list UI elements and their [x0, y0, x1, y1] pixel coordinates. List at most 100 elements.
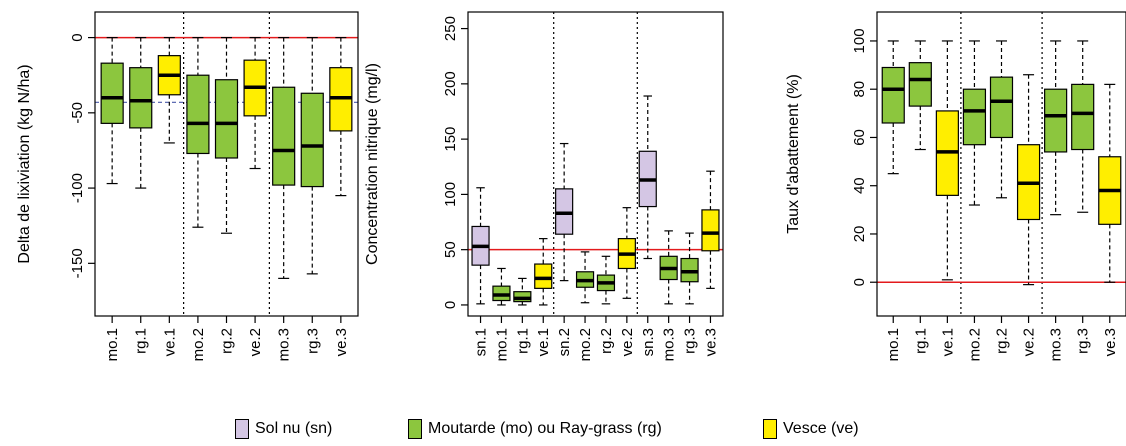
y-tick-label: 0 — [442, 301, 459, 309]
box-mo-2 — [962, 40, 987, 206]
legend: Sol nu (sn) Moutarde (mo) ou Ray-grass (… — [0, 419, 1126, 443]
x-tick-label: ve.3 — [333, 328, 350, 356]
box-rg-1 — [908, 40, 932, 151]
x-tick-label: ve.2 — [619, 328, 636, 356]
x-tick-label: mo.1 — [493, 328, 510, 361]
box-mo-1 — [492, 267, 511, 306]
x-tick-label: ve.1 — [535, 328, 552, 356]
box-body — [989, 76, 1014, 139]
box-mo-3 — [1044, 40, 1068, 216]
x-tick-label: rg.3 — [1075, 328, 1092, 354]
chart-panel-1: 0 -50 -100 -150 mo.1 rg.1 ve.1 mo.2 rg.2 ve.2 mo.3… — [16, 11, 359, 361]
y-tick-label: 0 — [69, 33, 86, 41]
box-ve-3 — [329, 36, 353, 197]
box-ve-2 — [1016, 74, 1041, 286]
box-ve-3 — [1098, 83, 1122, 283]
box-mo-1 — [100, 36, 124, 185]
x-tick-label: ve.2 — [247, 328, 264, 356]
y-axis-label: Concentration nitrique (mg/l) — [364, 63, 381, 265]
y-tick-label: 20 — [851, 226, 868, 243]
legend-label-vesce: Vesce (ve) — [783, 420, 859, 437]
legend-swatch-moutarde-raygrass — [408, 419, 422, 439]
legend-item-moutarde-raygrass: Moutarde (mo) ou Ray-grass (rg) — [408, 419, 662, 439]
x-tick-label: mo.3 — [1048, 328, 1065, 361]
box-rg-2 — [214, 36, 239, 234]
box-ve-1 — [935, 40, 959, 281]
x-tick-label: mo.3 — [276, 328, 293, 361]
x-tick-label: rg.2 — [994, 328, 1011, 354]
x-tick-label: sn.3 — [640, 328, 657, 356]
x-tick-label: mo.2 — [966, 328, 983, 361]
y-tick-label: 50 — [442, 241, 459, 258]
x-tick-label: rg.1 — [133, 328, 150, 354]
legend-label-sol-nu: Sol nu (sn) — [255, 420, 333, 437]
x-tick-label: ve.2 — [1021, 328, 1038, 356]
box-body — [701, 209, 720, 252]
box-body — [1044, 88, 1068, 153]
x-tick-label: rg.2 — [598, 328, 615, 354]
legend-item-vesce: Vesce (ve) — [763, 419, 859, 439]
box-body — [908, 62, 932, 107]
box-rg-2 — [596, 255, 616, 305]
box-ve-2 — [617, 207, 636, 299]
x-tick-label: mo.1 — [104, 328, 121, 361]
box-body — [1071, 83, 1095, 151]
x-tick-label: ve.3 — [1102, 328, 1119, 356]
box-rg-3 — [1071, 40, 1095, 213]
box-mo-1 — [881, 40, 905, 175]
x-tick-label: sn.2 — [556, 328, 573, 356]
box-body — [100, 62, 124, 124]
y-tick-label: 80 — [851, 81, 868, 98]
x-tick-label: rg.3 — [304, 328, 321, 354]
x-tick-label: sn.1 — [473, 328, 490, 356]
box-body — [300, 92, 324, 188]
box-ve-1 — [157, 36, 181, 144]
box-rg-1 — [129, 36, 153, 189]
box-ve-3 — [701, 170, 720, 289]
y-tick-label: 250 — [442, 16, 459, 41]
box-body — [129, 67, 153, 129]
x-tick-label: rg.3 — [682, 328, 699, 354]
box-body — [272, 86, 296, 186]
plot-frame — [467, 11, 724, 317]
y-axis-label: Taux d'abattement (%) — [785, 74, 802, 234]
y-tick-label: 0 — [851, 278, 868, 286]
x-tick-label: rg.2 — [219, 328, 236, 354]
box-rg-2 — [989, 40, 1014, 199]
box-mo-2 — [186, 36, 210, 228]
legend-label-moutarde-raygrass: Moutarde (mo) ou Ray-grass (rg) — [428, 420, 662, 437]
x-tick-label: mo.2 — [577, 328, 594, 361]
box-mo-2 — [575, 251, 595, 304]
y-tick-label: -50 — [69, 102, 86, 124]
x-tick-label: mo.2 — [190, 328, 207, 361]
box-rg-3 — [300, 36, 324, 275]
box-rg-1 — [513, 277, 532, 306]
y-tick-label: 100 — [442, 182, 459, 207]
y-tick-label: 150 — [442, 127, 459, 152]
x-tick-label: rg.1 — [912, 328, 929, 354]
box-body — [214, 79, 239, 159]
y-tick-label: 200 — [442, 71, 459, 96]
x-tick-label: ve.1 — [161, 328, 178, 356]
y-tick-label: 40 — [851, 177, 868, 194]
box-body — [534, 263, 553, 289]
box-mo-3 — [272, 36, 296, 279]
x-tick-label: mo.1 — [885, 328, 902, 361]
x-tick-label: ve.3 — [702, 328, 719, 356]
y-tick-label: 100 — [851, 28, 868, 53]
box-ve-1 — [534, 238, 553, 306]
legend-swatch-vesce — [763, 419, 777, 439]
box-body — [962, 88, 987, 146]
x-tick-label: ve.1 — [939, 328, 956, 356]
legend-swatch-sol-nu — [235, 419, 249, 439]
y-tick-label: -150 — [69, 248, 86, 278]
box-ve-2 — [243, 36, 267, 170]
chart-panel-3: 0 20 40 60 80 100 mo.1 rg.1 ve.1 mo.2 rg.2 ve.2 mo.3… — [785, 11, 1126, 361]
box-rg-3 — [680, 232, 699, 305]
box-sn-1 — [471, 187, 490, 305]
y-tick-label: 60 — [851, 129, 868, 146]
x-tick-label: mo.3 — [661, 328, 678, 361]
box-sn-2 — [555, 142, 574, 282]
